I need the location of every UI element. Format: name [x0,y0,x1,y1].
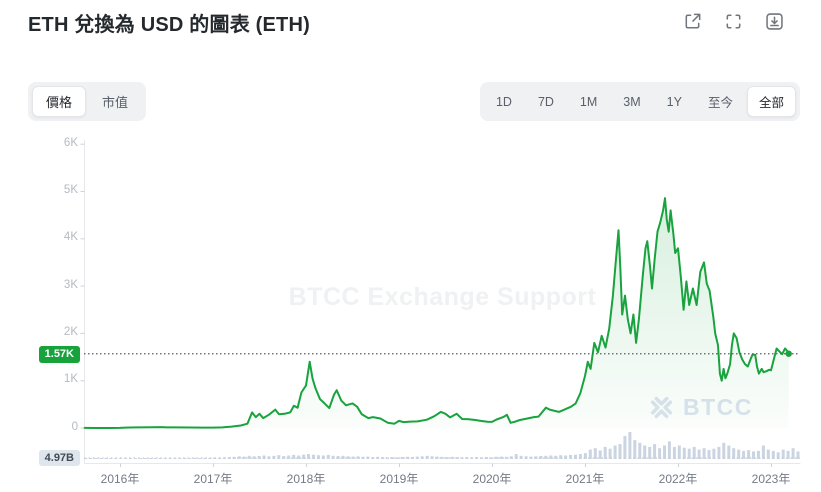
x-axis-label: 2019年 [379,472,419,486]
range-buttons: 1D 7D 1M 3M 1Y 至今 全部 [479,82,800,121]
header-actions [682,11,785,32]
page-title: ETH 兌換為 USD 的圖表 (ETH) [28,14,310,36]
metric-tabs: 價格 市值 [28,82,147,121]
y-axis-label: 3K [63,278,78,291]
range-1y[interactable]: 1Y [655,86,694,117]
tab-price[interactable]: 價格 [32,86,87,117]
range-1d[interactable]: 1D [484,86,524,117]
current-volume-badge: 4.97B [38,450,80,466]
x-axis-label: 2022年 [658,472,698,486]
y-axis-label: 4K [63,231,78,244]
axis-lines [80,140,801,467]
tab-market-cap[interactable]: 市值 [88,86,142,117]
price-line [83,197,790,429]
range-all[interactable]: 全部 [746,86,796,117]
range-7d[interactable]: 7D [526,86,566,117]
x-axis-label: 2018年 [286,472,326,486]
y-axis-label: 1K [63,373,78,386]
range-ytd[interactable]: 至今 [696,86,745,117]
range-1m[interactable]: 1M [568,86,609,117]
y-axis-label: 5K [63,184,78,196]
x-axis-label: 2017年 [193,472,233,486]
download-button[interactable] [764,11,785,32]
x-axis-label: 2021年 [565,472,605,486]
y-axis-label: 2K [63,325,78,338]
x-axis-label: 2023年 [751,472,791,486]
price-area [84,198,789,428]
watermark-text: BTCC Exchange Support [288,283,597,311]
y-axis-label: 6K [63,136,78,149]
x-axis-label: 2020年 [472,472,512,486]
share-button[interactable] [682,11,703,32]
share-icon [685,13,701,29]
range-3m[interactable]: 3M [611,86,652,117]
fullscreen-icon [726,14,741,29]
current-price-badge: 1.57K [38,346,80,363]
fullscreen-button[interactable] [723,11,744,32]
current-price-dot [785,350,792,357]
x-axis-label: 2016年 [100,472,140,486]
y-axis-label: 0 [71,420,78,433]
volume-bars [84,432,800,460]
download-icon [766,13,783,30]
